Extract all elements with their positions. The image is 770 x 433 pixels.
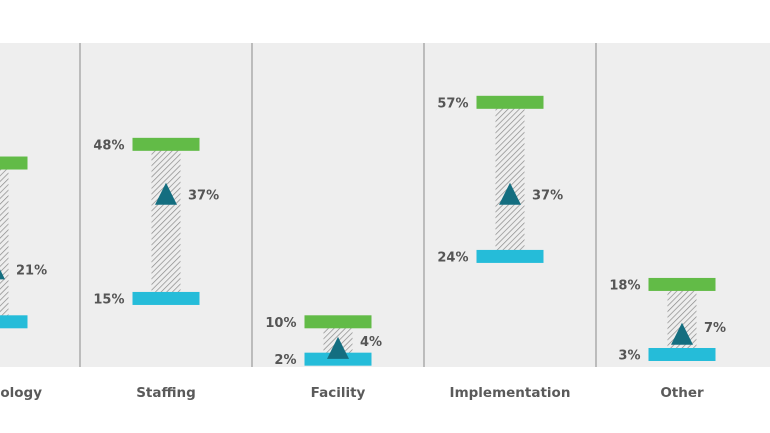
low-bar <box>476 249 544 263</box>
low-value-label: 3% <box>618 348 640 363</box>
category-label-facility: Facility <box>311 385 366 401</box>
low-bar <box>304 352 372 366</box>
column-dividers <box>79 43 597 367</box>
average-triangle-marker <box>671 322 693 345</box>
average-value-label: 7% <box>704 321 726 336</box>
low-value-label: 15% <box>93 292 124 307</box>
range-hatch <box>0 163 9 322</box>
column-facility: 10% 2% 4% <box>265 315 382 368</box>
category-label-technology: ology <box>0 385 42 401</box>
average-value-label: 37% <box>532 189 563 204</box>
average-triangle-marker <box>327 336 349 359</box>
average-triangle-marker <box>499 182 521 205</box>
high-value-label: 18% <box>609 278 640 293</box>
column-implementation: 57% 24% 37% <box>437 95 563 265</box>
low-bar <box>132 291 200 305</box>
high-bar <box>132 137 200 151</box>
high-value-label: 48% <box>93 138 124 153</box>
average-value-label: 21% <box>16 263 47 278</box>
chart-marks: 21% 48% 15% 37% 10% 2% 4% 57% 24% 37% 18% 3% 7% <box>0 95 726 368</box>
high-value-label: 10% <box>265 316 296 331</box>
high-bar <box>0 156 28 170</box>
range-hatch <box>151 144 181 299</box>
category-label-staffing: Staffing <box>136 385 196 401</box>
low-value-label: 24% <box>437 250 468 265</box>
plot-panel <box>0 43 770 367</box>
range-hatch <box>495 102 525 257</box>
category-label-implementation: Implementation <box>450 385 571 401</box>
low-bar <box>0 315 28 329</box>
average-value-label: 37% <box>188 189 219 204</box>
high-value-label: 57% <box>437 96 468 111</box>
low-value-label: 2% <box>274 353 296 368</box>
category-label-other: Other <box>660 385 704 401</box>
high-bar <box>476 95 544 109</box>
column-other: 18% 3% 7% <box>609 277 726 363</box>
average-triangle-marker <box>155 182 177 205</box>
category-labels: ology Staffing Facility Implementation Other <box>0 385 704 401</box>
high-bar <box>648 277 716 291</box>
low-bar <box>648 347 716 361</box>
average-value-label: 4% <box>360 335 382 350</box>
column-technology: 21% <box>0 156 47 329</box>
average-triangle-marker <box>0 269 5 280</box>
high-bar <box>304 315 372 329</box>
column-staffing: 48% 15% 37% <box>93 137 219 307</box>
